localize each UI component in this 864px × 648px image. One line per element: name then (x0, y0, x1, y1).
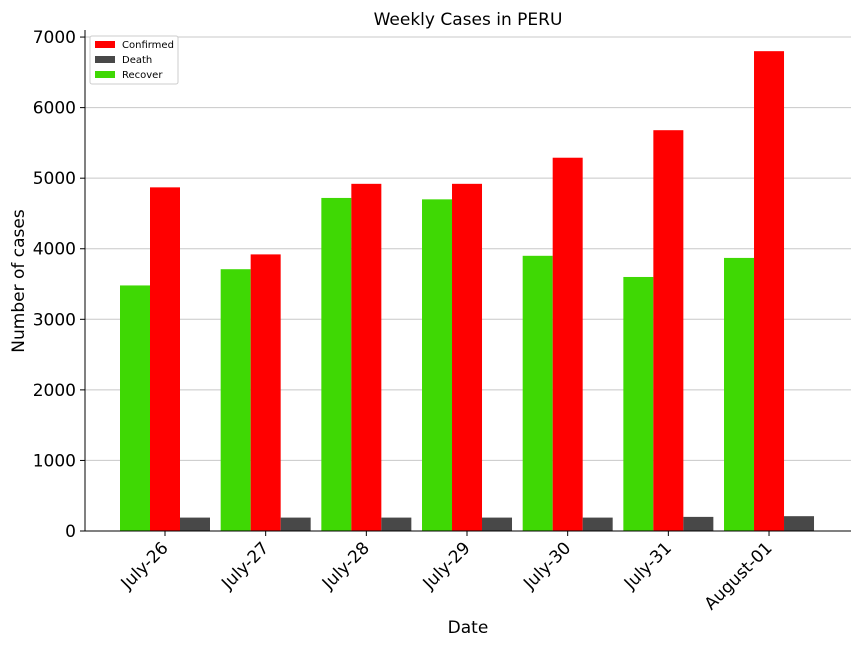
legend-label-confirmed: Confirmed (122, 40, 174, 51)
chart-title: Weekly Cases in PERU (374, 10, 563, 30)
bar-death (381, 517, 412, 531)
x-tick-label: July-28 (318, 538, 374, 594)
bar-recover (724, 257, 755, 531)
bar-death (582, 517, 613, 531)
y-tick-label: 3000 (33, 310, 76, 330)
y-tick-label: 5000 (33, 169, 76, 189)
bars (120, 51, 815, 532)
legend-swatch-confirmed (95, 41, 115, 48)
x-axis-label: Date (448, 618, 489, 638)
bar-recover (220, 269, 251, 531)
x-tick-label: August-01 (701, 538, 777, 614)
legend-label-death: Death (122, 55, 152, 66)
bar-recover (522, 255, 553, 532)
x-tick-label: July-29 (419, 538, 475, 594)
bar-death (683, 516, 714, 531)
y-ticks: 0 1000 2000 3000 4000 5000 6000 7000 (33, 28, 85, 542)
y-tick-label: 6000 (33, 99, 76, 119)
bar-death (784, 516, 815, 531)
y-axis-label: Number of cases (9, 209, 29, 353)
bar-confirmed (452, 183, 483, 531)
bar-recover (120, 285, 150, 531)
bar-recover (321, 197, 352, 531)
x-tick-label: July-31 (620, 538, 676, 594)
y-tick-label: 4000 (33, 240, 76, 260)
bar-death (180, 517, 210, 531)
axes (84, 30, 851, 532)
bar-confirmed (150, 187, 180, 532)
bar-confirmed (351, 183, 382, 531)
y-tick-label: 2000 (33, 381, 76, 401)
bar-confirmed (653, 130, 684, 531)
bar-confirmed (552, 157, 583, 531)
x-ticks: July-26 July-27 July-28 July-29 July-30 July-… (117, 531, 777, 614)
x-tick-label: July-27 (217, 538, 273, 594)
legend-swatch-recover (95, 71, 115, 78)
bar-confirmed (250, 254, 281, 532)
x-tick-label: July-26 (117, 538, 173, 594)
bar-death (482, 517, 513, 531)
legend-label-recover: Recover (122, 70, 163, 81)
bar-recover (623, 276, 654, 531)
bar-recover (422, 199, 453, 531)
legend-swatch-death (95, 56, 115, 63)
y-tick-label: 0 (65, 522, 76, 542)
bar-death (280, 517, 311, 531)
bar-confirmed (754, 51, 785, 532)
y-tick-label: 7000 (33, 28, 76, 48)
y-tick-label: 1000 (33, 451, 76, 471)
x-tick-label: July-30 (519, 538, 575, 594)
legend: Confirmed Death Recover (89, 35, 179, 85)
